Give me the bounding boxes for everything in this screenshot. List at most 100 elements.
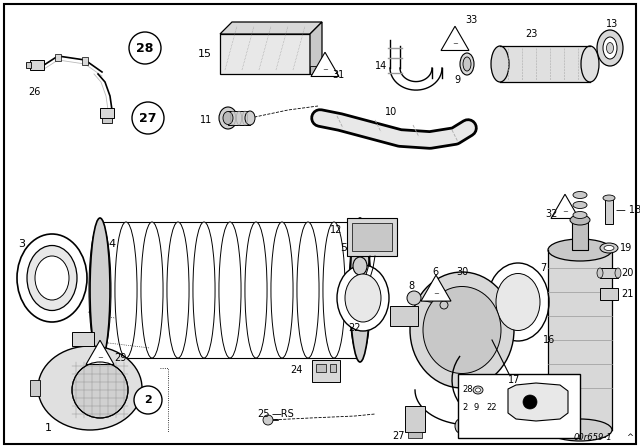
Ellipse shape [353, 257, 367, 275]
Ellipse shape [597, 30, 623, 66]
Ellipse shape [496, 273, 540, 331]
Ellipse shape [89, 222, 111, 358]
Ellipse shape [193, 222, 215, 358]
Text: 3: 3 [18, 239, 25, 249]
Text: 20: 20 [621, 268, 634, 278]
Text: 33: 33 [465, 15, 477, 25]
Text: 7: 7 [540, 263, 547, 273]
Ellipse shape [245, 111, 255, 125]
Ellipse shape [570, 215, 590, 225]
Text: 11: 11 [200, 115, 212, 125]
Ellipse shape [90, 218, 110, 362]
Text: 28: 28 [462, 385, 472, 395]
Bar [312, 360, 340, 382]
Bar [352, 223, 392, 251]
Ellipse shape [491, 46, 509, 82]
Ellipse shape [167, 222, 189, 358]
Bar [102, 118, 112, 123]
Bar [500, 46, 590, 82]
Ellipse shape [349, 222, 371, 358]
Text: 9: 9 [454, 75, 460, 85]
Text: — 18: — 18 [616, 205, 640, 215]
Ellipse shape [600, 243, 618, 253]
Bar [605, 198, 613, 224]
Bar [100, 108, 114, 118]
Text: 22: 22 [348, 323, 360, 333]
Text: 24: 24 [290, 365, 302, 375]
Text: 1: 1 [45, 423, 52, 433]
Ellipse shape [17, 234, 87, 322]
Bar [26, 62, 31, 68]
Ellipse shape [410, 272, 514, 388]
Text: —RS: —RS [272, 409, 295, 419]
Ellipse shape [607, 43, 614, 53]
Text: ~: ~ [322, 67, 328, 73]
Text: ~: ~ [97, 355, 103, 361]
Ellipse shape [460, 53, 474, 75]
Text: 31: 31 [332, 70, 344, 80]
Bar [330, 364, 336, 372]
Text: 26: 26 [28, 87, 40, 97]
Bar [82, 57, 88, 65]
Bar [310, 66, 328, 74]
Ellipse shape [271, 222, 293, 358]
Circle shape [132, 102, 164, 134]
Text: 5: 5 [340, 243, 347, 253]
Bar [405, 406, 425, 432]
Polygon shape [311, 52, 339, 77]
Text: ~: ~ [452, 41, 458, 47]
Text: 25: 25 [257, 409, 269, 419]
Bar [72, 332, 94, 346]
Bar [390, 306, 418, 326]
Text: 10: 10 [385, 107, 397, 117]
Text: 2: 2 [144, 395, 152, 405]
Circle shape [263, 415, 273, 425]
Bar [228, 111, 250, 125]
Polygon shape [220, 22, 322, 34]
Text: 28: 28 [136, 42, 154, 55]
Text: 23: 23 [525, 29, 538, 39]
Bar [55, 54, 61, 61]
Ellipse shape [141, 222, 163, 358]
Ellipse shape [455, 419, 465, 433]
Bar [572, 220, 588, 250]
Ellipse shape [615, 268, 621, 278]
Ellipse shape [38, 346, 142, 430]
Ellipse shape [603, 195, 615, 201]
Text: 22: 22 [486, 404, 497, 413]
Text: 27: 27 [140, 112, 157, 125]
Bar [347, 218, 397, 256]
Ellipse shape [581, 46, 599, 82]
Ellipse shape [476, 388, 481, 392]
Text: 00r659-1: 00r659-1 [574, 434, 612, 443]
Ellipse shape [603, 37, 617, 59]
Bar [220, 34, 310, 74]
Text: 8: 8 [408, 281, 414, 291]
Ellipse shape [548, 419, 612, 441]
Text: 19: 19 [620, 243, 632, 253]
Polygon shape [310, 22, 322, 74]
Text: 17: 17 [508, 375, 520, 385]
Text: 30: 30 [456, 267, 468, 277]
Ellipse shape [337, 265, 389, 331]
Bar [408, 432, 422, 438]
Circle shape [407, 291, 421, 305]
Ellipse shape [323, 222, 345, 358]
Text: ~: ~ [433, 291, 439, 297]
Text: 21: 21 [621, 289, 634, 299]
Ellipse shape [350, 218, 370, 362]
Ellipse shape [473, 386, 483, 394]
Circle shape [134, 386, 162, 414]
Circle shape [440, 301, 448, 309]
Polygon shape [86, 340, 114, 365]
Polygon shape [441, 26, 469, 51]
Text: 13: 13 [606, 19, 618, 29]
Text: 32: 32 [545, 209, 557, 219]
Text: 15: 15 [198, 49, 212, 59]
Ellipse shape [27, 246, 77, 310]
Ellipse shape [245, 222, 267, 358]
Ellipse shape [345, 274, 381, 322]
Text: 14: 14 [375, 61, 387, 71]
Ellipse shape [487, 263, 549, 341]
Ellipse shape [223, 112, 233, 125]
